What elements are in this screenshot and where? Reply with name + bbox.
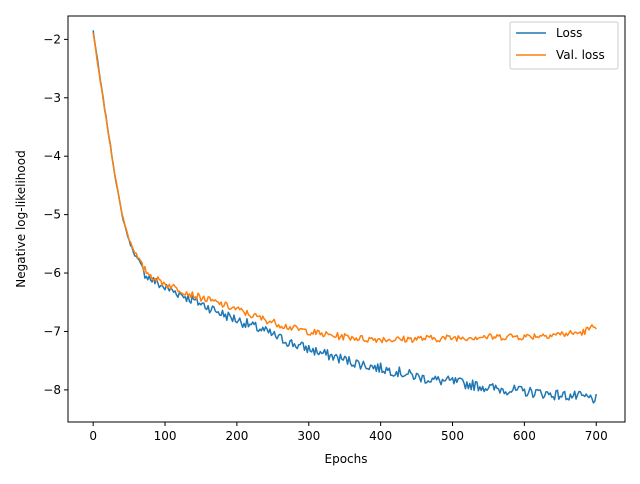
axes-frame: [67, 15, 626, 423]
series-line-loss: [92, 30, 597, 404]
x-tick-label: 600: [513, 429, 536, 443]
y-tick-label: −4: [43, 149, 61, 163]
series-line-val-loss: [92, 32, 597, 344]
x-tick-label: 300: [297, 429, 320, 443]
x-tick-label: 200: [225, 429, 248, 443]
x-tick-label: 700: [585, 429, 608, 443]
y-tick-label: −3: [43, 91, 61, 105]
y-axis-ticks: −2 −3 −4 −5 −6 −7 −8: [43, 32, 68, 397]
x-tick-label: 500: [441, 429, 464, 443]
legend: Loss Val. loss: [509, 21, 619, 70]
x-tick-label: 100: [154, 429, 177, 443]
y-axis-label: Negative log-likelihood: [14, 150, 28, 287]
x-tick-label: 0: [89, 429, 97, 443]
y-tick-label: −5: [43, 208, 61, 222]
x-axis-label: Epochs: [325, 452, 368, 466]
x-axis-ticks: 0 100 200 300 400 500 600 700: [89, 422, 608, 443]
legend-label-loss: Loss: [556, 26, 582, 40]
x-tick-label: 400: [369, 429, 392, 443]
y-tick-label: −2: [43, 32, 61, 46]
y-tick-label: −6: [43, 266, 61, 280]
series-layer: [92, 30, 597, 404]
y-tick-label: −8: [43, 383, 61, 397]
y-tick-label: −7: [43, 324, 61, 338]
legend-label-val-loss: Val. loss: [556, 48, 605, 62]
